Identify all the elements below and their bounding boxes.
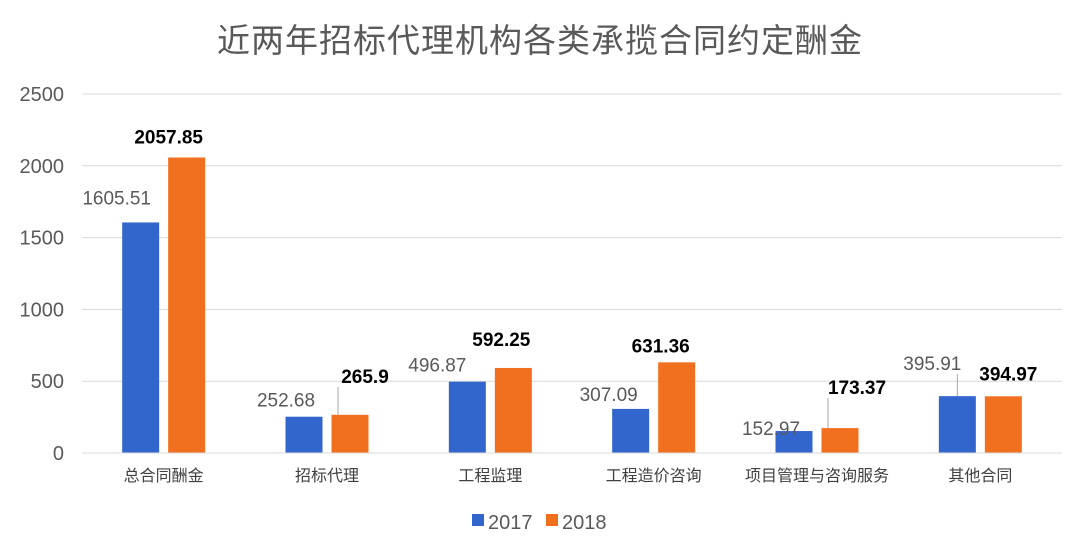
x-tick-label: 总合同酬金: [124, 466, 204, 485]
y-tick-label: 0: [53, 443, 64, 465]
x-tick-label: 工程监理: [458, 466, 522, 485]
bar-2018: [658, 362, 696, 453]
data-label: 592.25: [472, 330, 531, 351]
x-tick-label: 工程造价咨询: [606, 466, 702, 485]
data-label: 265.9: [341, 367, 389, 388]
data-label: 252.68: [257, 391, 315, 412]
data-label: 631.36: [632, 336, 690, 357]
data-label: 496.87: [408, 356, 466, 377]
chart-title: 近两年招标代理机构各类承揽合同约定酬金: [217, 21, 863, 60]
bar-2018: [168, 157, 206, 453]
bar-2018: [494, 367, 532, 453]
y-tick-label: 2000: [20, 156, 65, 178]
legend-swatch-2018: [546, 514, 558, 526]
legend-swatch-2017: [472, 514, 484, 526]
x-tick-label: 其他合同: [948, 466, 1012, 485]
bar-2018: [984, 396, 1022, 453]
y-tick-label: 500: [31, 371, 64, 393]
data-label: 2057.85: [134, 127, 203, 148]
bar-2017: [285, 416, 323, 453]
x-tick-label: 项目管理与咨询服务: [745, 466, 889, 485]
bar-2018: [331, 414, 369, 453]
legend-label: 2017: [488, 512, 533, 534]
y-tick-label: 2500: [20, 84, 65, 106]
legend-label: 2018: [562, 512, 607, 534]
data-label: 394.97: [979, 364, 1037, 385]
data-label: 395.91: [903, 354, 961, 375]
bar-2017: [122, 222, 160, 453]
bar-2018: [821, 428, 859, 453]
data-label: 307.09: [580, 385, 638, 406]
data-label: 173.37: [828, 378, 886, 399]
data-label: 152.97: [742, 419, 800, 440]
y-tick-label: 1000: [20, 299, 65, 321]
bar-2017: [448, 381, 486, 453]
x-tick-label: 招标代理: [295, 466, 359, 485]
bar-2017: [938, 396, 976, 453]
bar-2017: [775, 431, 813, 453]
y-tick-label: 1500: [20, 228, 65, 250]
bar-2017: [612, 408, 650, 453]
data-label: 1605.51: [82, 188, 151, 209]
